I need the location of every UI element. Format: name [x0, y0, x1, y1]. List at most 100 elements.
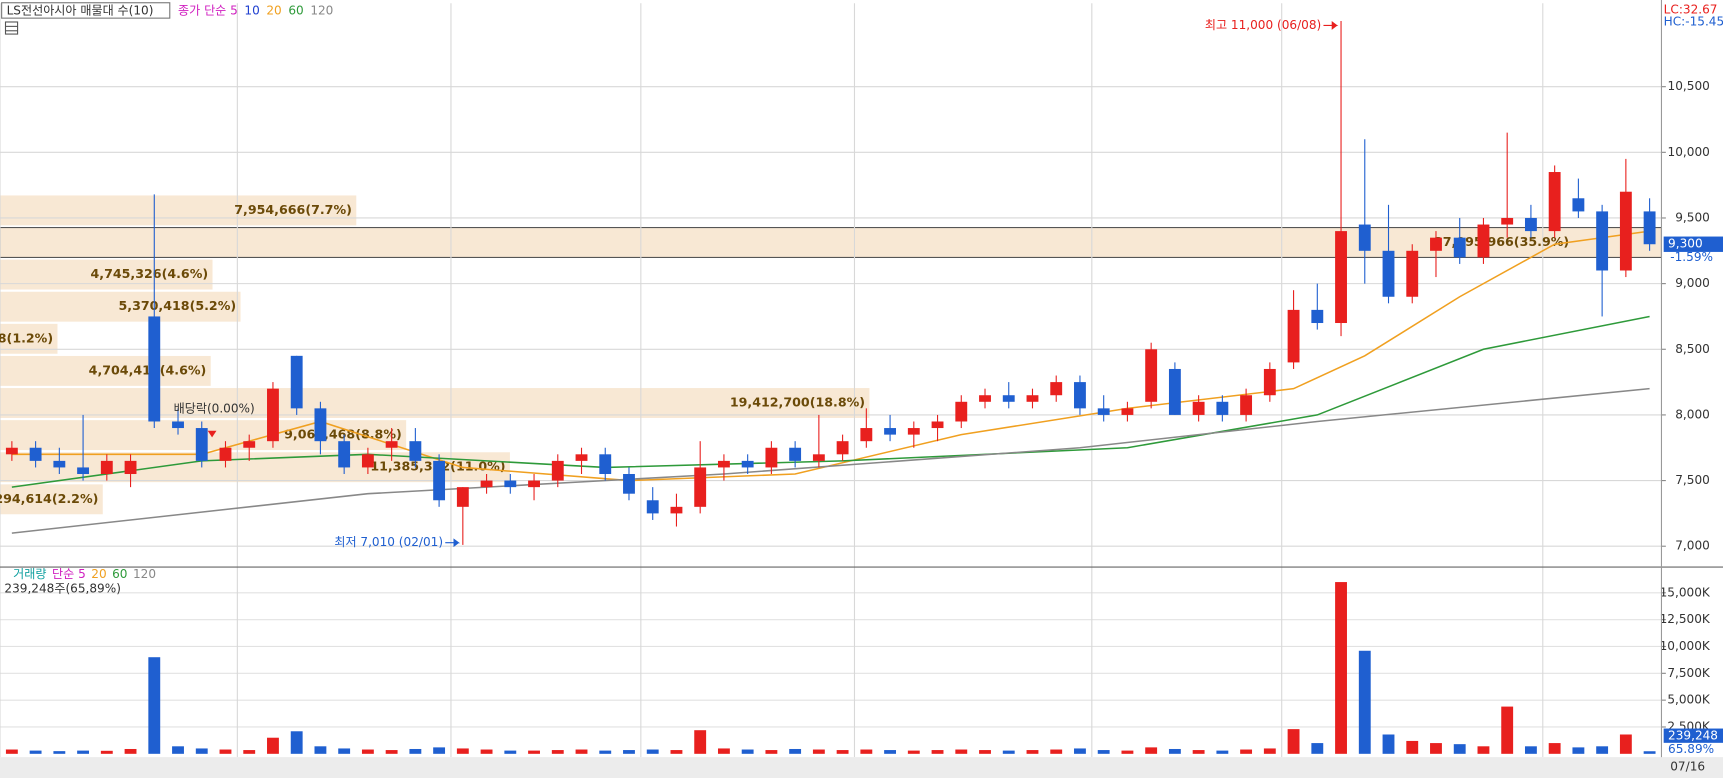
candle-body [812, 454, 825, 461]
candle-body [1263, 368, 1276, 396]
candle-body [907, 428, 920, 435]
candle-body [623, 474, 635, 494]
candle-body [1145, 349, 1158, 402]
candle-body [1240, 395, 1253, 415]
legend-item: 20 [91, 567, 106, 581]
legend-item: 60 [112, 567, 127, 581]
y-tick-label: 7,500K [1667, 666, 1711, 680]
candle-body [955, 401, 968, 422]
candle-body [290, 355, 303, 409]
legend-item: 20 [266, 3, 281, 17]
candle-body [528, 480, 540, 488]
volume-bar [955, 749, 968, 754]
candle-body [243, 441, 256, 448]
y-tick-label: 10,000K [1660, 639, 1711, 653]
candle-body [124, 460, 137, 475]
candle-body [1192, 401, 1205, 415]
volume-bar [670, 750, 683, 754]
volume-bar [480, 749, 493, 754]
low-arrow [445, 538, 461, 548]
volume-bar [1453, 744, 1466, 754]
volume-bar [338, 748, 351, 754]
volume-bar [77, 750, 90, 754]
candle-body [1501, 217, 1514, 225]
volume-bar [741, 749, 754, 754]
volume-label: 239,248주(65,89%) [4, 581, 121, 595]
candle-body [836, 441, 849, 455]
candle-body [860, 428, 873, 442]
volume-bar [124, 748, 137, 754]
candle-body [765, 447, 778, 468]
candle-body [361, 454, 374, 468]
volume-bar [1596, 746, 1609, 754]
volume-bar [931, 750, 944, 754]
volume-bar [1050, 749, 1063, 754]
profile-label: 4,704,418(4.6%) [89, 362, 207, 377]
volume-bar [172, 746, 184, 754]
candle-body [267, 388, 279, 442]
y-tick-label: 8,000 [1675, 407, 1710, 421]
y-tick-label: 9,000 [1675, 276, 1710, 290]
volume-bar [1097, 750, 1110, 754]
y-tick-label: 5,000K [1667, 693, 1711, 707]
candle-body [1097, 408, 1110, 415]
candle-body [1121, 408, 1134, 415]
y-tick-label: 15,000K [1660, 585, 1711, 599]
volume-bar [1287, 729, 1300, 754]
volume-bar [148, 657, 161, 754]
hc-label: HC:-15.45 [1664, 14, 1723, 28]
candle-body [219, 447, 232, 461]
candle-body [504, 480, 517, 488]
candle-body [314, 408, 327, 442]
volume-bar [1358, 650, 1371, 754]
volume-bar [1524, 746, 1537, 754]
volume-bar [694, 730, 707, 754]
candle-body [670, 506, 683, 514]
volume-bar [1477, 746, 1490, 754]
volume-bar [528, 750, 540, 754]
volume-bar [1311, 743, 1324, 754]
volume-bar [385, 750, 398, 754]
profile-band [0, 484, 103, 515]
candle-body [1287, 309, 1300, 363]
volume-bar [884, 750, 897, 754]
legend-item: 60 [288, 3, 303, 17]
candle-body [77, 467, 90, 475]
candle-body [1430, 237, 1442, 251]
table-icon[interactable] [4, 21, 19, 35]
volume-bar [456, 748, 469, 754]
volume-bar [1263, 748, 1276, 754]
volume-bar [551, 750, 564, 754]
candle-body [172, 421, 184, 429]
profile-label: 2,294,614(2.2%) [0, 491, 98, 506]
volume-bar [1501, 706, 1514, 754]
volume-bar [789, 748, 802, 754]
y-tick-label: 7,000 [1675, 539, 1710, 553]
dividend-arrow [207, 430, 217, 438]
profile-band [0, 291, 241, 322]
candle-body [1619, 191, 1632, 271]
candle-body [1596, 211, 1609, 271]
layer: 2,294,614(2.2%)11,385,332(11.0%)9,068,46… [0, 3, 1723, 774]
profile-label: 1,283,708(1.2%) [0, 330, 53, 345]
candle-body [1477, 224, 1490, 258]
y-tick-label: 8,500 [1675, 342, 1710, 356]
y-tick-label: 10,500 [1668, 79, 1710, 93]
candle-body [1026, 395, 1039, 402]
title-box [1, 2, 171, 19]
change-label: -1.59% [1670, 250, 1713, 264]
candle-body [1311, 309, 1324, 324]
volume-bar [907, 750, 920, 754]
volume-bar [599, 750, 612, 754]
candle-body [1453, 237, 1466, 258]
profile-band [0, 259, 213, 290]
moving-average [11, 315, 1650, 488]
candle-body [694, 467, 707, 507]
volume-bar [1548, 743, 1561, 754]
volume-bar [219, 749, 232, 754]
legend-item: 단순 5 [52, 567, 86, 581]
x-axis-strip [0, 757, 1723, 778]
lc-label: LC:32.67 [1664, 2, 1718, 16]
volume-bar [433, 747, 446, 754]
